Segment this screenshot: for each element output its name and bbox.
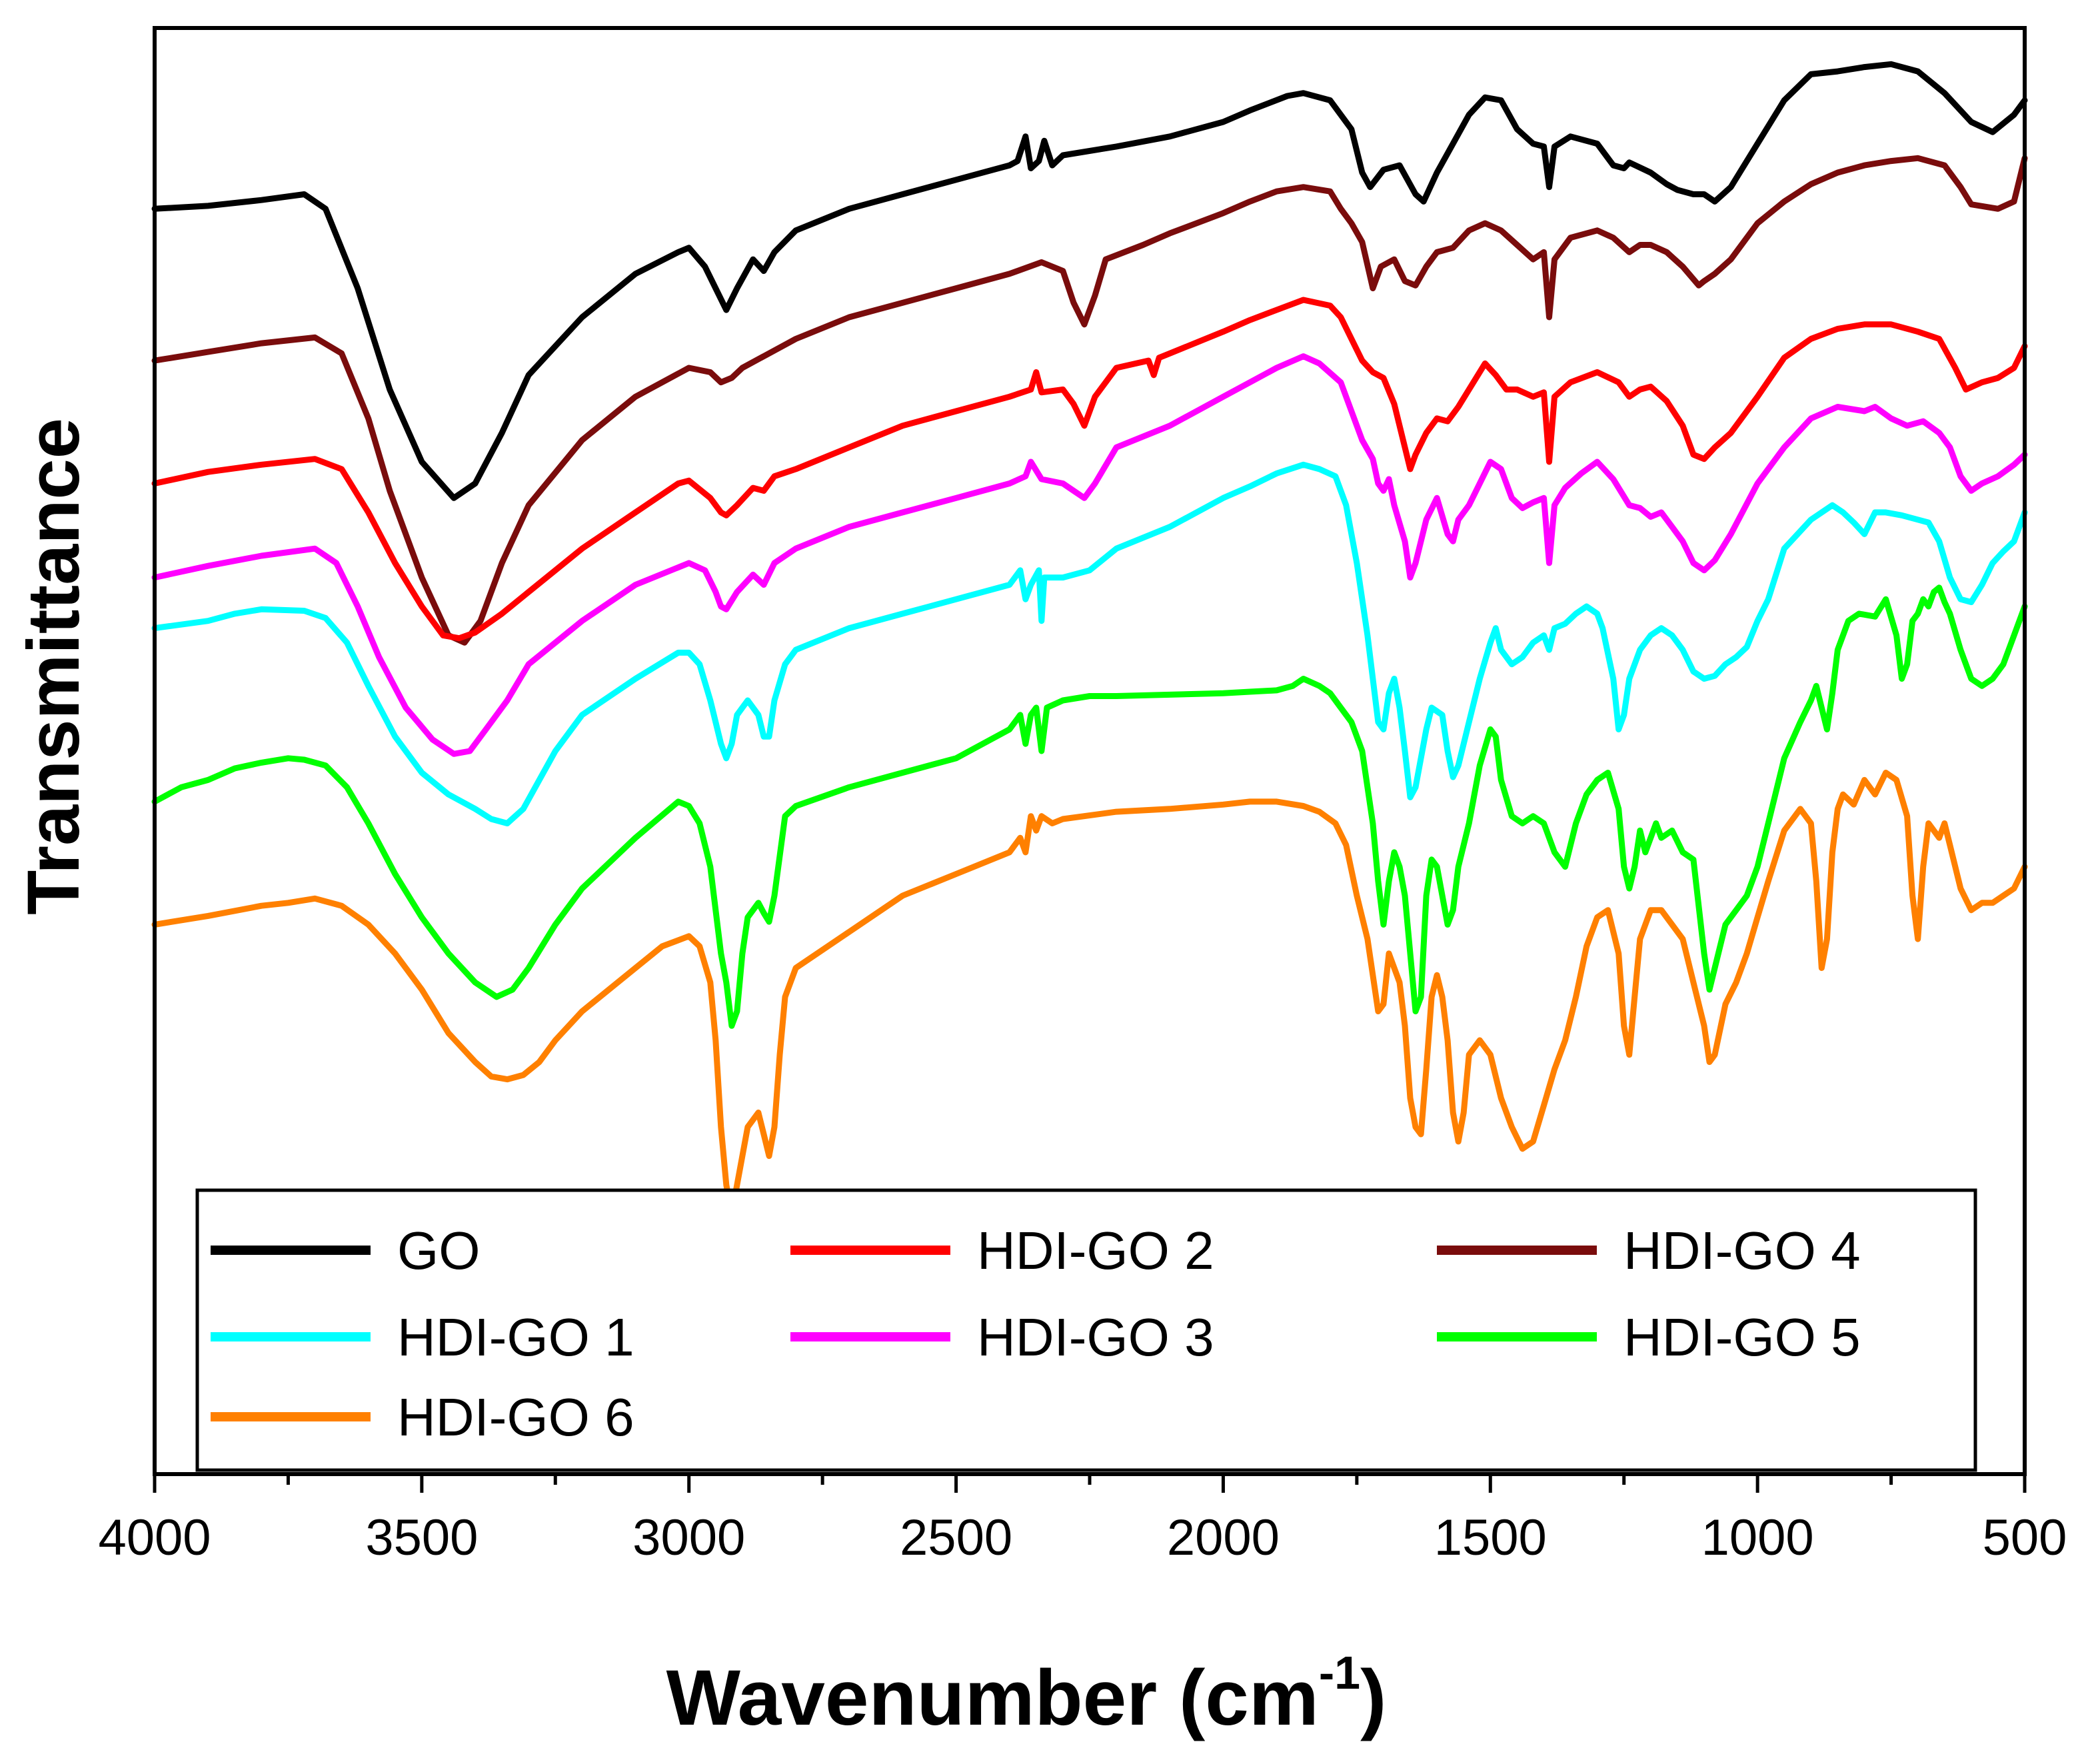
series-line-hdi-go-4 xyxy=(151,155,2028,646)
legend-frame xyxy=(195,1188,1977,1472)
legend-label: HDI-GO 2 xyxy=(977,1221,1214,1280)
x-axis-ticks: 4000 3500 3000 2500 2000 1500 1000 500 xyxy=(98,1474,2067,1566)
x-tick-label: 2000 xyxy=(1167,1509,1280,1566)
series-line-hdi-go-5 xyxy=(151,584,2028,1029)
series-line-hdi-go-3 xyxy=(151,353,2028,757)
x-tick-label: 1500 xyxy=(1434,1509,1547,1566)
legend-label: HDI-GO 5 xyxy=(1623,1308,1861,1367)
legend-label: HDI-GO 1 xyxy=(397,1308,634,1367)
legend: GO HDI-GO 2 HDI-GO 4 HDI-GO 1 HDI-GO 3 HDI-GO… xyxy=(195,1188,1977,1472)
legend-label: HDI-GO 6 xyxy=(397,1387,634,1447)
x-tick-label: 3500 xyxy=(365,1509,478,1566)
series-line-go xyxy=(151,61,2028,501)
series-line-hdi-go-1 xyxy=(151,461,2028,826)
series-line-hdi-go-2 xyxy=(151,297,2028,642)
x-axis-title-text: Wavenumber (cm xyxy=(666,1654,1319,1742)
x-tick-label: 500 xyxy=(1983,1509,2067,1566)
legend-label: GO xyxy=(397,1221,480,1280)
legend-label: HDI-GO 3 xyxy=(977,1308,1214,1367)
x-axis-title-superscript: -1 xyxy=(1319,1647,1360,1699)
x-tick-label: 3000 xyxy=(632,1509,745,1566)
x-axis-title-close: ) xyxy=(1360,1654,1386,1742)
y-axis-title: Transmittance xyxy=(13,418,95,915)
x-tick-label: 2500 xyxy=(900,1509,1012,1566)
x-tick-label: 4000 xyxy=(98,1509,211,1566)
series-line-hdi-go-6 xyxy=(151,770,2028,1217)
x-tick-label: 1000 xyxy=(1701,1509,1814,1566)
series-layer xyxy=(151,61,2028,1217)
x-axis-title: Wavenumber (cm-1) xyxy=(666,1647,1387,1742)
legend-label: HDI-GO 4 xyxy=(1623,1221,1861,1280)
